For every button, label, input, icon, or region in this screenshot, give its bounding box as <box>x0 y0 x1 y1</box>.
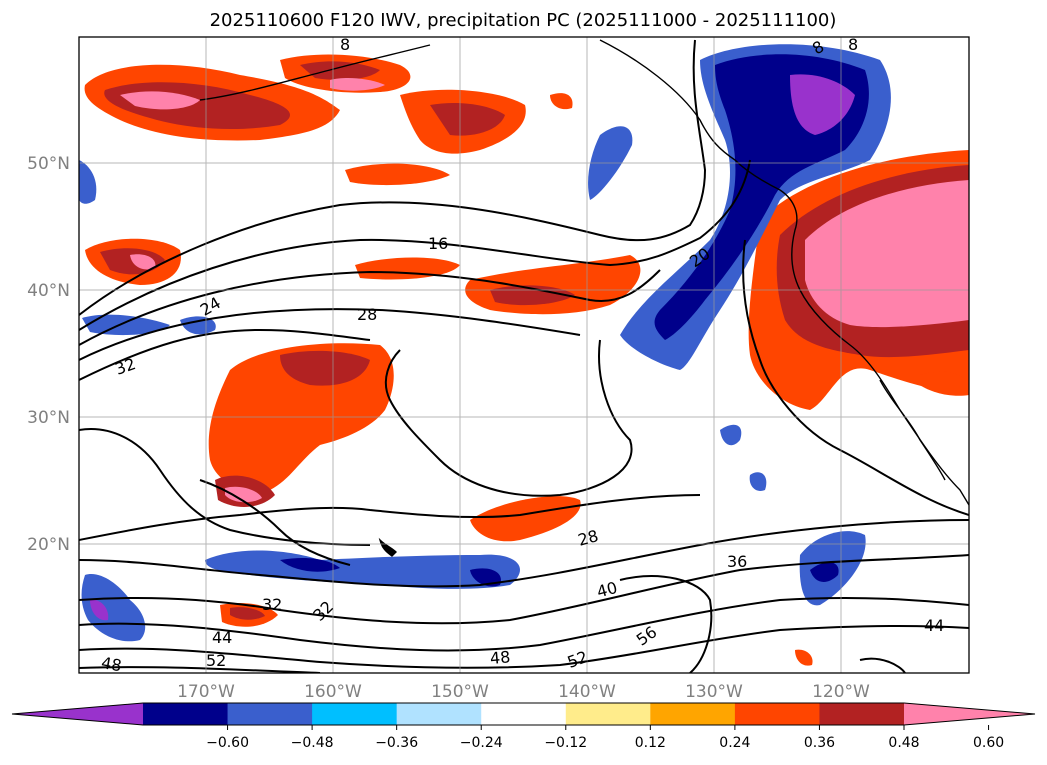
colorbar-segment <box>227 703 313 725</box>
lon-label-130w: 130°W <box>685 682 743 702</box>
lat-label-20n: 20°N <box>27 535 70 555</box>
colorbar-tick-label: 0.48 <box>888 735 919 751</box>
colorbar-segment <box>734 703 820 725</box>
colorbar-tick-label: −0.48 <box>291 735 334 751</box>
negative-precip-anomalies <box>79 44 891 642</box>
colorbar-extend-high <box>904 703 1035 725</box>
graticule <box>79 37 969 673</box>
lat-label-50n: 50°N <box>27 154 70 174</box>
lat-label-40n: 40°N <box>27 281 70 301</box>
figure-title: 2025110600 F120 IWV, precipitation PC (2… <box>210 10 837 31</box>
contour-label-48: 48 <box>489 647 511 668</box>
contour-label-44: 44 <box>212 628 232 647</box>
latitude-labels: 50°N 40°N 30°N 20°N <box>27 154 70 555</box>
contour-label-28: 28 <box>357 305 377 324</box>
colorbar-segment <box>481 703 567 725</box>
lon-label-120w: 120°W <box>812 682 870 702</box>
lon-label-170w: 170°W <box>177 682 235 702</box>
colorbar-tick-label: 0.36 <box>804 735 835 751</box>
contour-label-8: 8 <box>340 35 350 54</box>
colorbar-tick-label: −0.24 <box>460 735 503 751</box>
contour-label-8: 8 <box>848 35 858 54</box>
lon-label-140w: 140°W <box>558 682 616 702</box>
colorbar: −0.60 −0.48 −0.36 −0.24 −0.12 0.12 0.24 0.36 0.4… <box>11 702 1036 751</box>
colorbar-segment <box>143 703 229 725</box>
map-panel: 16 20 24 28 28 32 32 32 36 40 44 44 48 4… <box>78 35 970 675</box>
colorbar-tick-label: 0.60 <box>973 735 1004 751</box>
contour-label-44: 44 <box>924 616 944 635</box>
contour-label-40: 40 <box>595 578 620 602</box>
contour-label-48: 48 <box>100 653 123 675</box>
lon-label-150w: 150°W <box>431 682 489 702</box>
longitude-labels: 170°W 160°W 150°W 140°W 130°W 120°W <box>177 682 870 702</box>
map-frame <box>78 36 970 674</box>
colorbar-tick-label: −0.36 <box>375 735 418 751</box>
contour-label-52: 52 <box>206 651 226 670</box>
colorbar-segment <box>396 703 482 725</box>
colorbar-extend-low <box>12 703 143 725</box>
colorbar-outline <box>11 702 1036 726</box>
colorbar-tick-label: 0.12 <box>635 735 666 751</box>
map-content: 16 20 24 28 28 32 32 32 36 40 44 44 48 4… <box>79 35 969 675</box>
contour-label-32: 32 <box>262 595 282 614</box>
contour-label-16: 16 <box>428 234 448 253</box>
lon-label-160w: 160°W <box>304 682 362 702</box>
colorbar-segment <box>312 703 398 725</box>
contour-label-28: 28 <box>576 526 601 550</box>
colorbar-tick-label: −0.60 <box>206 735 249 751</box>
contour-label-36: 36 <box>727 552 747 571</box>
colorbar-segment <box>565 703 651 725</box>
lat-label-30n: 30°N <box>27 408 70 428</box>
colorbar-tick-label: 0.24 <box>719 735 750 751</box>
colorbar-tick-label: −0.12 <box>544 735 587 751</box>
colorbar-segment <box>650 703 736 725</box>
colorbar-segment <box>819 703 905 725</box>
